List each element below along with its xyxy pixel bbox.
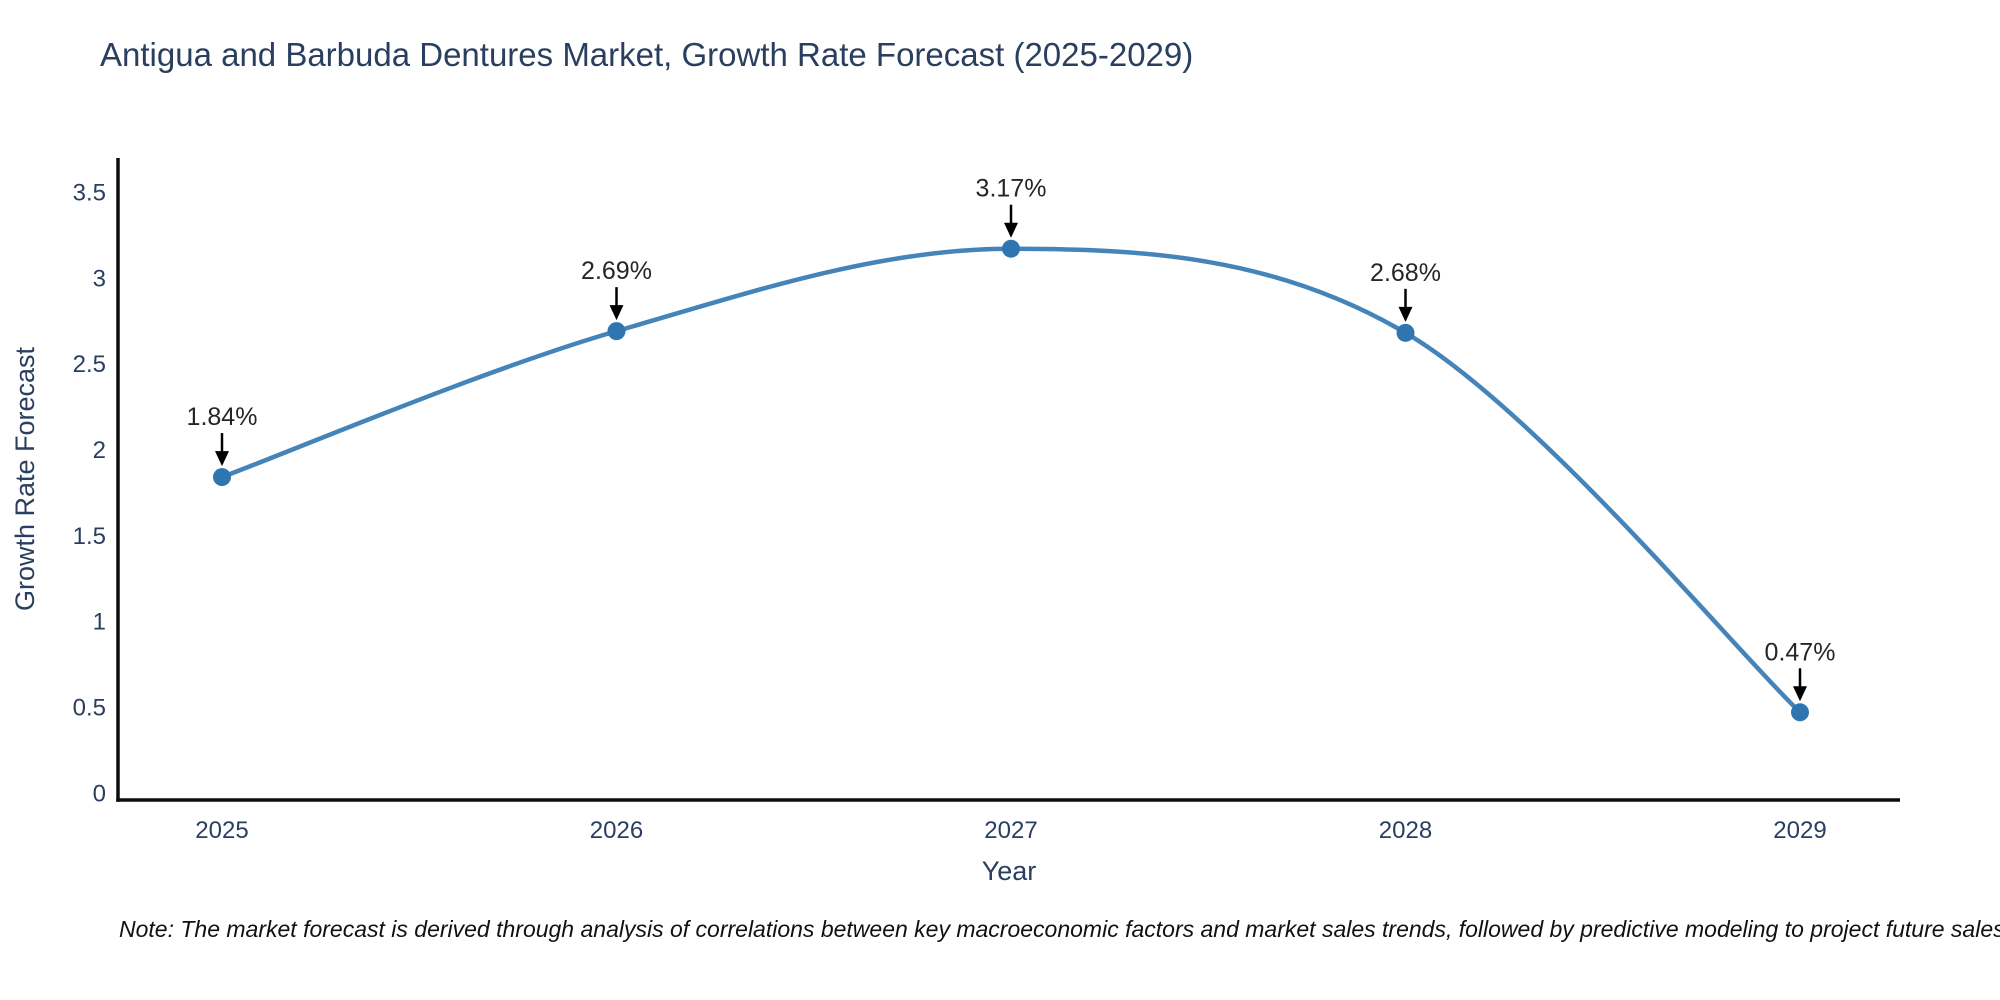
forecast-line-series <box>219 246 1803 715</box>
y-tick-label: 1.5 <box>73 523 106 550</box>
y-tick-label: 3.5 <box>73 179 106 206</box>
data-point-marker[interactable] <box>213 468 231 487</box>
data-point-marker[interactable] <box>1396 323 1415 342</box>
data-point-marker[interactable] <box>607 322 626 341</box>
annotation-arrow-head <box>609 305 624 321</box>
x-tick-label: 2027 <box>984 817 1037 844</box>
data-point-marker[interactable] <box>1002 239 1020 258</box>
x-tick-label: 2028 <box>1379 817 1432 844</box>
chart-note: Note: The market forecast is derived thr… <box>119 916 2000 942</box>
y-tick-label: 3 <box>93 265 106 292</box>
y-tick-label: 2 <box>93 437 106 464</box>
data-point-label: 3.17% <box>976 175 1047 203</box>
x-tick-label: 2029 <box>1773 817 1826 844</box>
annotation-arrow-head <box>1793 686 1807 702</box>
data-point-label: 2.68% <box>1370 259 1441 287</box>
x-tick-label: 2026 <box>590 817 643 844</box>
annotation-arrow-head <box>215 451 229 467</box>
y-tick-label: 1 <box>93 609 106 636</box>
y-tick-label: 0 <box>93 780 106 807</box>
chart-title: Antigua and Barbuda Dentures Market, Gro… <box>100 36 1194 73</box>
x-tick-label: 2025 <box>195 817 248 844</box>
data-point-marker[interactable] <box>1791 703 1809 722</box>
annotation-arrow-head <box>1004 222 1018 238</box>
annotation-arrow-head <box>1398 306 1413 322</box>
data-point-label: 2.69% <box>581 257 652 285</box>
data-point-label: 1.84% <box>187 403 258 431</box>
x-axis-title: Year <box>982 856 1037 886</box>
y-tick-label: 0.5 <box>73 695 106 722</box>
y-tick-label: 2.5 <box>73 351 106 378</box>
y-axis-title: Growth Rate Forecast <box>10 346 40 611</box>
data-point-label: 0.47% <box>1765 638 1836 666</box>
